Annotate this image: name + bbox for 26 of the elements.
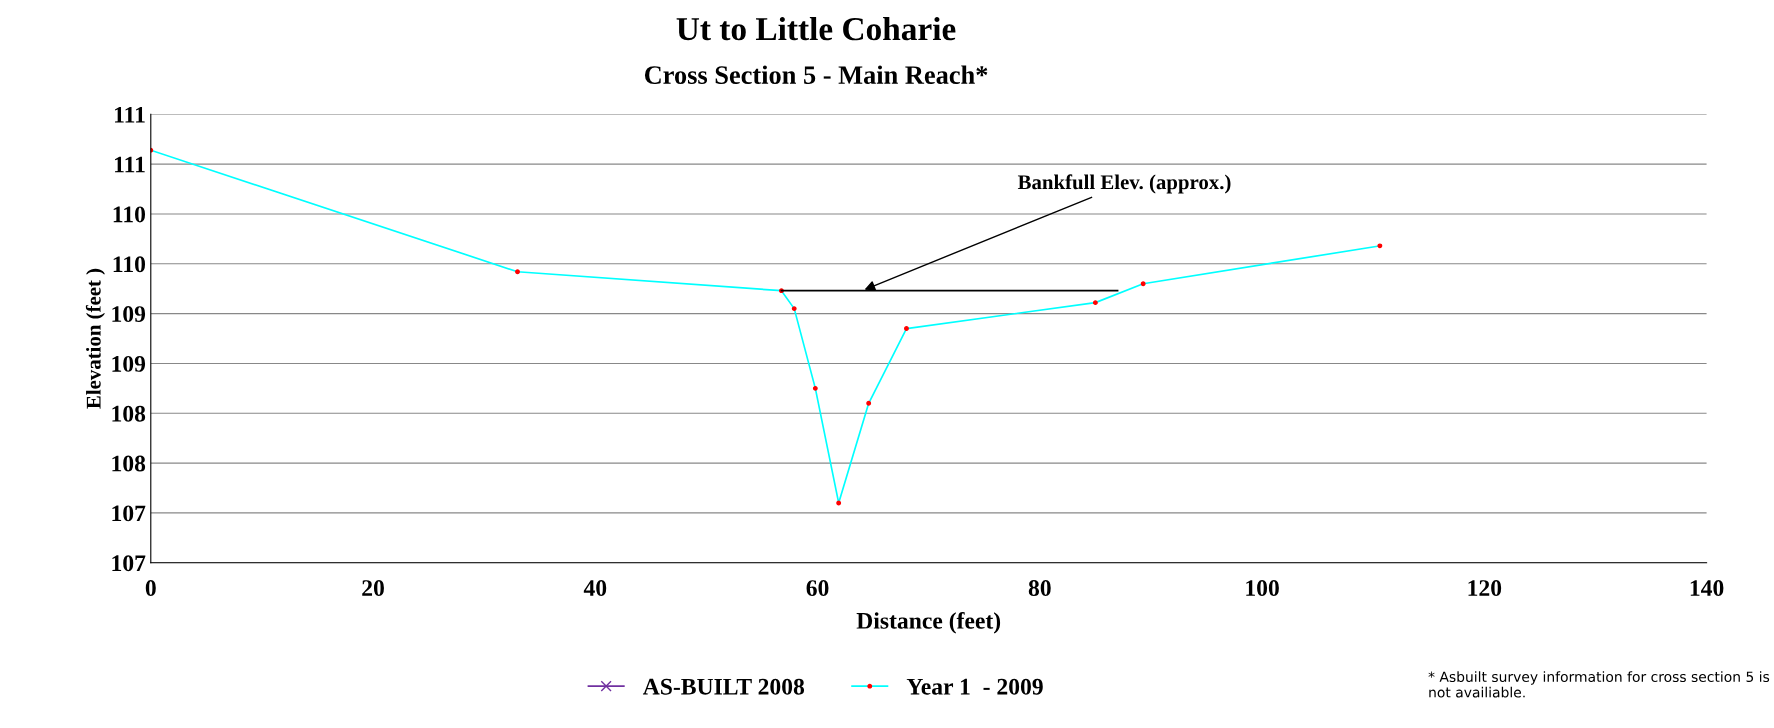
y-tick-label: 110 xyxy=(113,206,146,223)
y-tick-label: 108 xyxy=(112,405,146,422)
chart-title: Ut to Little Coharie xyxy=(676,16,956,41)
x-tick-label: 140 xyxy=(1690,580,1724,597)
y-tick-label: 107 xyxy=(112,505,146,522)
y-tick-label: 109 xyxy=(112,355,146,372)
text: * Asbuilt survey information for cross section 5 is not availiable. xyxy=(1428,671,1770,698)
y-tick-label: 111 xyxy=(115,156,145,173)
x-tick-label: 100 xyxy=(1246,580,1279,597)
x-tick-label: 40 xyxy=(583,580,607,597)
y-tick-label: 111 xyxy=(115,106,145,123)
y-tick-label: 107 xyxy=(112,555,146,572)
x-tick-label: 0 xyxy=(145,580,156,597)
x-tick-label: 80 xyxy=(1028,580,1051,597)
legend-label: Year 1 - 2009 xyxy=(906,678,1043,695)
annotation: Bankfull Elev. (approx.) xyxy=(1017,174,1231,194)
x-tick-label: 20 xyxy=(362,580,384,597)
y-tick-label: 109 xyxy=(112,306,146,323)
legend-label: AS-BUILT 2008 xyxy=(642,678,805,695)
y-axis-title: Elevation (feet ) xyxy=(85,268,105,409)
y-tick-label: 108 xyxy=(112,455,146,472)
x-tick-label: 120 xyxy=(1468,580,1502,597)
y-tick-label: 110 xyxy=(113,256,146,273)
x-tick-label: 60 xyxy=(806,580,829,597)
x-axis-title: Distance (feet) xyxy=(856,611,1001,634)
chart-subtitle: Cross Section 5 - Main Reach* xyxy=(644,65,988,84)
